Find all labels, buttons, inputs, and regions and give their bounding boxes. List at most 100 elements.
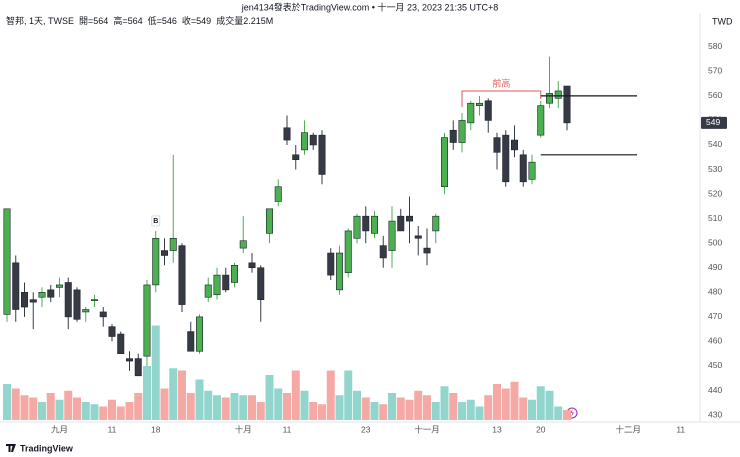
volume-bar <box>379 404 388 420</box>
candle-body <box>318 134 326 175</box>
candle-body <box>440 137 448 188</box>
volume-bar <box>186 393 195 420</box>
candle-body <box>545 93 553 104</box>
candle-body <box>283 127 291 141</box>
volume-bar <box>81 402 90 420</box>
volume-bar <box>396 397 405 420</box>
event-icon-bolt <box>570 409 574 417</box>
legend-value: 549 <box>196 16 211 26</box>
candle-body <box>537 105 545 136</box>
x-tick-label: 十月 <box>235 424 252 434</box>
candle-body <box>397 215 405 232</box>
volume-bar <box>554 406 563 420</box>
candle-body <box>91 299 99 301</box>
volume-bar <box>20 395 29 420</box>
marker-text: B <box>153 218 158 225</box>
volume-bar <box>431 402 440 420</box>
currency: TWD <box>712 16 733 26</box>
volume-bar <box>484 395 493 420</box>
candle-body <box>55 284 63 288</box>
volume-bar <box>256 402 265 420</box>
candle-body <box>467 102 475 124</box>
volume-bar <box>248 395 256 420</box>
candle-body <box>108 326 116 337</box>
volume-bar <box>29 397 38 420</box>
footer-bar <box>0 440 740 457</box>
volume-bar <box>11 388 20 420</box>
x-tick-label: 23 <box>361 424 371 434</box>
volume-bar <box>493 384 501 420</box>
volume-bar <box>3 384 11 420</box>
y-tick-label: 540 <box>708 139 722 149</box>
y-tick-label: 460 <box>708 336 722 346</box>
volume-bar <box>230 393 239 420</box>
candle-body <box>379 245 387 259</box>
y-tick-label: 500 <box>708 237 722 247</box>
candle-body <box>493 137 501 153</box>
volume-bar <box>519 397 528 420</box>
x-tick-label: 十一月 <box>414 424 440 434</box>
volume-bar <box>99 406 108 420</box>
volume-bar <box>90 404 99 420</box>
volume-bar <box>466 399 475 420</box>
y-tick-label: 580 <box>708 41 722 51</box>
volume-bar <box>335 395 344 420</box>
volume-bar <box>361 397 370 420</box>
legend-label: 成交量 <box>216 15 243 26</box>
legend-value: 546 <box>162 16 177 26</box>
annotation-line <box>461 90 542 107</box>
volume-bar <box>143 366 151 420</box>
legend: 智邦, 1天, TWSE 開=564 高=564 低=546 收=549 成交量2.215… <box>6 15 273 26</box>
x-tick-label: 18 <box>151 424 161 434</box>
candle-body <box>38 292 46 298</box>
volume-bar <box>73 397 81 420</box>
volume-bar <box>151 325 160 420</box>
x-tick-label: 11 <box>676 424 685 434</box>
candle-body <box>370 215 378 234</box>
candle-body <box>3 208 11 315</box>
y-tick-label: 560 <box>708 90 722 100</box>
volume-bar <box>458 402 466 420</box>
footer: TradingView <box>20 443 74 453</box>
candle-body <box>231 264 239 283</box>
y-tick-label: 520 <box>708 188 722 198</box>
volume-bar <box>46 393 55 420</box>
price-label: 549 <box>706 117 720 127</box>
volume-bar <box>108 399 116 420</box>
candle-body <box>64 282 72 318</box>
legend-label: 開= <box>79 16 93 26</box>
volume-bar <box>414 390 423 420</box>
volume-bar <box>440 386 449 420</box>
legend-label: 高= <box>113 15 127 26</box>
volume-bar <box>423 395 431 420</box>
candle-body <box>432 215 440 232</box>
candle-body <box>484 100 492 121</box>
volume-bar <box>353 390 361 420</box>
candle-body <box>458 120 466 143</box>
volume-bar <box>545 390 554 420</box>
volume-bar <box>160 388 169 420</box>
volume-bar <box>64 390 73 420</box>
candle-body <box>300 132 308 151</box>
header: jen4134發表於TradingView.com • 十一月 23, 2023… <box>241 1 499 12</box>
volume-bar <box>370 402 379 420</box>
candle-body <box>257 267 265 300</box>
marker-box <box>151 215 161 227</box>
volume-bar <box>169 368 178 420</box>
candle-body <box>563 85 571 124</box>
volume-bar <box>125 402 134 420</box>
candle-body <box>528 161 536 180</box>
volume-bar <box>309 402 318 420</box>
volume-bar <box>326 370 335 420</box>
x-tick-label: 20 <box>536 424 546 434</box>
candle-body <box>554 90 562 99</box>
volume-bar <box>318 404 326 420</box>
logo <box>6 444 16 452</box>
candle-body <box>344 230 352 273</box>
candle-body <box>178 245 186 305</box>
candle-body <box>449 129 457 143</box>
volume-bar <box>239 395 248 420</box>
candle-body <box>414 235 422 239</box>
volume-bar <box>405 399 414 420</box>
price-label-box <box>701 116 727 129</box>
